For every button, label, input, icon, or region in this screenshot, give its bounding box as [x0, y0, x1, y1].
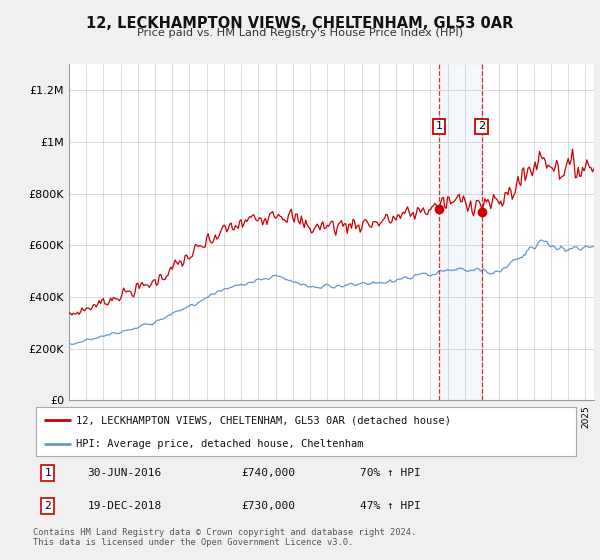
Text: 30-JUN-2016: 30-JUN-2016: [88, 468, 161, 478]
Text: 1: 1: [436, 122, 443, 132]
Text: 12, LECKHAMPTON VIEWS, CHELTENHAM, GL53 0AR (detached house): 12, LECKHAMPTON VIEWS, CHELTENHAM, GL53 …: [77, 416, 452, 426]
Text: Contains HM Land Registry data © Crown copyright and database right 2024.
This d: Contains HM Land Registry data © Crown c…: [33, 528, 416, 547]
Text: 47% ↑ HPI: 47% ↑ HPI: [360, 501, 421, 511]
Text: 1: 1: [44, 468, 51, 478]
Text: 2: 2: [478, 122, 485, 132]
Text: Price paid vs. HM Land Registry's House Price Index (HPI): Price paid vs. HM Land Registry's House …: [137, 28, 463, 38]
Text: £740,000: £740,000: [241, 468, 295, 478]
Text: HPI: Average price, detached house, Cheltenham: HPI: Average price, detached house, Chel…: [77, 439, 364, 449]
Text: 12, LECKHAMPTON VIEWS, CHELTENHAM, GL53 0AR: 12, LECKHAMPTON VIEWS, CHELTENHAM, GL53 …: [86, 16, 514, 31]
Text: 19-DEC-2018: 19-DEC-2018: [88, 501, 161, 511]
Bar: [439, 64, 482, 400]
Text: £730,000: £730,000: [241, 501, 295, 511]
Text: 2: 2: [44, 501, 51, 511]
Text: 70% ↑ HPI: 70% ↑ HPI: [360, 468, 421, 478]
